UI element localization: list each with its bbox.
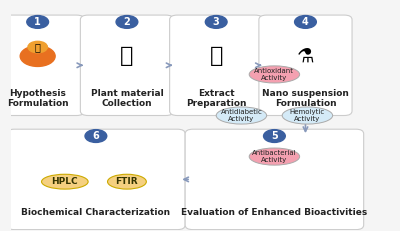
Text: HPLC: HPLC <box>52 177 78 186</box>
Ellipse shape <box>216 107 267 124</box>
Text: Biochemical Characterization: Biochemical Characterization <box>21 208 170 217</box>
FancyBboxPatch shape <box>185 129 364 230</box>
Text: 3: 3 <box>213 17 220 27</box>
Circle shape <box>85 130 107 143</box>
Circle shape <box>28 41 47 53</box>
Text: Evaluation of Enhanced Bioactivities: Evaluation of Enhanced Bioactivities <box>181 208 368 217</box>
Text: Extract
Preparation: Extract Preparation <box>186 89 246 108</box>
Ellipse shape <box>108 174 146 189</box>
FancyBboxPatch shape <box>7 129 185 230</box>
FancyBboxPatch shape <box>259 15 352 116</box>
Text: 6: 6 <box>92 131 99 141</box>
Text: Antibacterial
Activity: Antibacterial Activity <box>252 150 297 163</box>
Text: ⚗️: ⚗️ <box>297 47 314 66</box>
Circle shape <box>20 46 55 67</box>
FancyBboxPatch shape <box>170 15 263 116</box>
Text: 🧪: 🧪 <box>210 46 223 66</box>
Text: Antioxidant
Activity: Antioxidant Activity <box>254 68 294 81</box>
Circle shape <box>294 15 316 28</box>
Ellipse shape <box>282 107 333 124</box>
Text: Nano suspension
Formulation: Nano suspension Formulation <box>262 89 349 108</box>
Text: 4: 4 <box>302 17 309 27</box>
Circle shape <box>116 15 138 28</box>
Ellipse shape <box>42 174 88 189</box>
Circle shape <box>27 15 48 28</box>
FancyBboxPatch shape <box>80 15 174 116</box>
Text: 1: 1 <box>34 17 41 27</box>
Text: 💡: 💡 <box>35 42 41 52</box>
Circle shape <box>205 15 227 28</box>
Text: Hemolytic
Activity: Hemolytic Activity <box>290 109 325 122</box>
Text: 🌿: 🌿 <box>120 46 134 66</box>
Ellipse shape <box>249 66 300 83</box>
Text: 5: 5 <box>271 131 278 141</box>
Text: Antidiabetic
Activity: Antidiabetic Activity <box>220 109 262 122</box>
Text: 2: 2 <box>124 17 130 27</box>
Ellipse shape <box>249 148 300 165</box>
Text: Plant material
Collection: Plant material Collection <box>90 89 163 108</box>
FancyBboxPatch shape <box>0 15 84 116</box>
Circle shape <box>264 130 285 143</box>
Text: Hypothesis
Formulation: Hypothesis Formulation <box>7 89 68 108</box>
Text: FTIR: FTIR <box>116 177 138 186</box>
